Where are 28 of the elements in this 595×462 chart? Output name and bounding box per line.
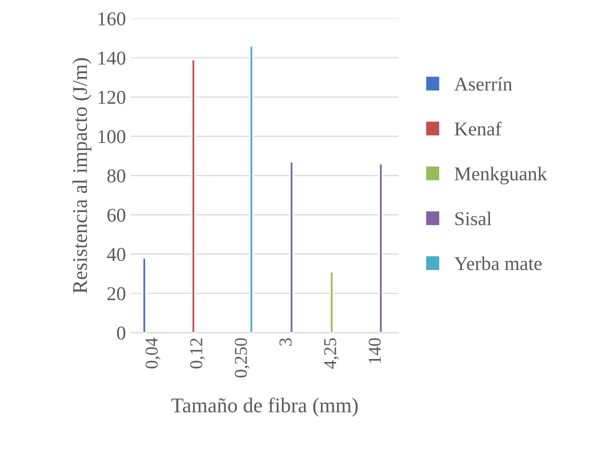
- x-tick-label: 140: [368, 338, 381, 363]
- legend-label: Kenaf: [454, 122, 502, 136]
- y-tick-label: 120: [98, 90, 126, 104]
- y-tick-label: 20: [107, 287, 126, 300]
- bar: [191, 59, 196, 333]
- x-tick-label: 0,04: [146, 338, 160, 368]
- bar: [289, 161, 294, 333]
- y-tick-label: 80: [107, 169, 126, 182]
- y-axis-title: Resistencia al impacto (J/m): [72, 58, 92, 294]
- x-axis-title: Tamaño de fibra (mm): [171, 398, 358, 417]
- bar: [142, 257, 147, 333]
- x-tick-label: 3: [279, 338, 292, 346]
- y-tick-label: 60: [107, 208, 126, 222]
- bar: [249, 45, 254, 333]
- legend-label: Menkguank: [454, 166, 547, 184]
- y-tick-label: 40: [106, 248, 126, 262]
- legend-label: Yerba mate: [454, 256, 542, 270]
- bar: [329, 271, 334, 333]
- legend-label: Sisal: [455, 212, 492, 226]
- y-tick-label: 160: [98, 12, 126, 26]
- x-tick-label: 0,12: [190, 338, 205, 368]
- legend-label: Aserrín: [454, 76, 512, 91]
- y-tick-label: 0: [117, 326, 126, 340]
- y-tick-label: 140: [98, 52, 126, 65]
- bar: [378, 163, 384, 333]
- x-tick-label: 4,25: [324, 338, 339, 369]
- y-tick-label: 100: [98, 130, 126, 144]
- x-tick-label: 0,250: [234, 338, 250, 378]
